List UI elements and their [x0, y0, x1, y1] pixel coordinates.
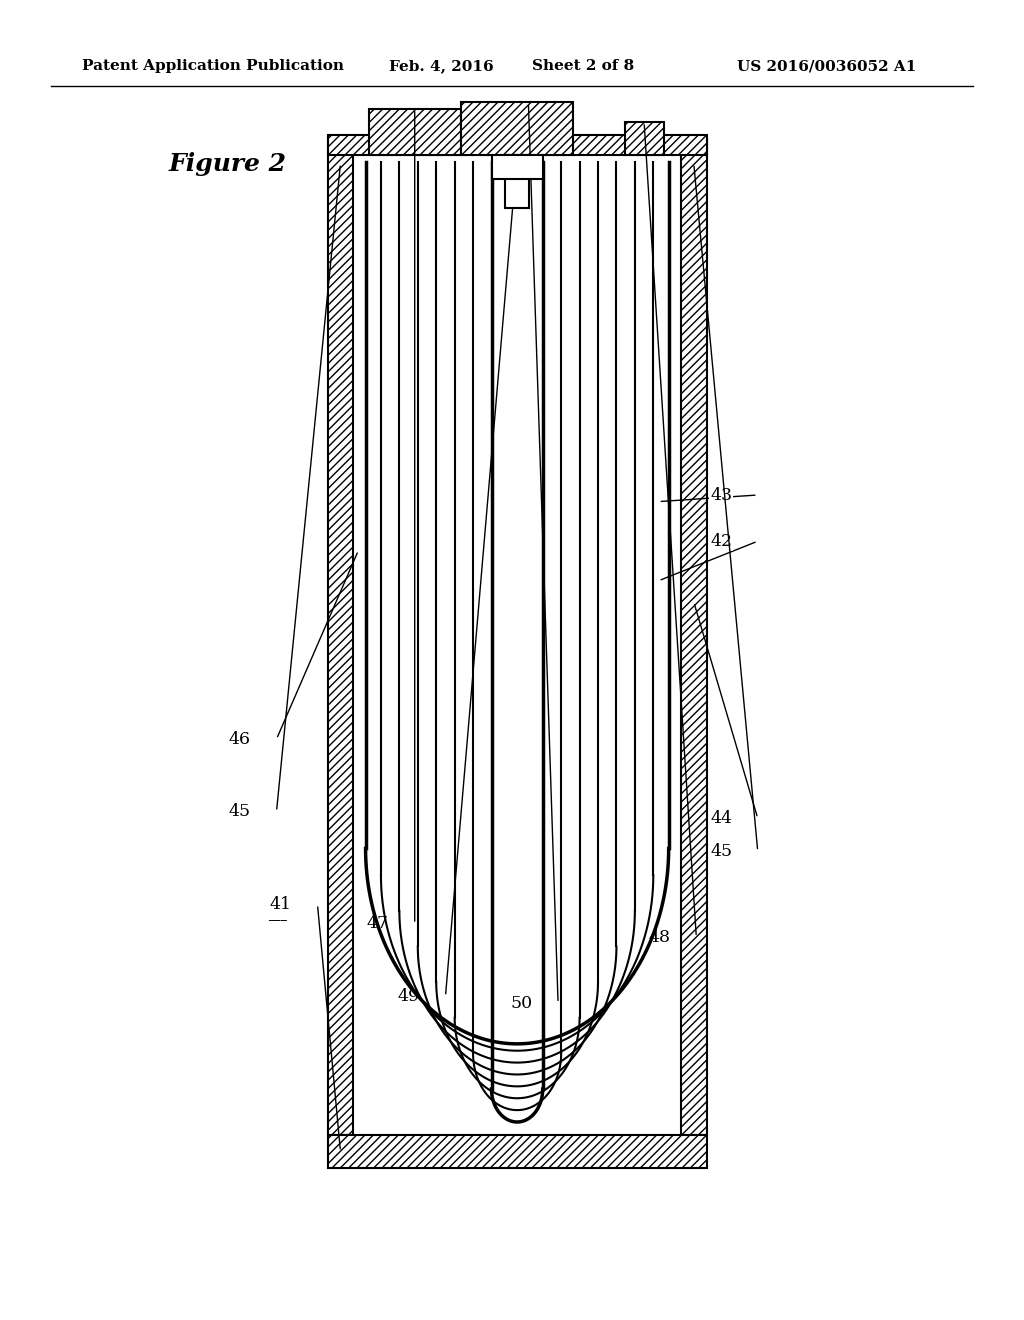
- Bar: [353, 172, 681, 1135]
- Text: 46: 46: [229, 731, 251, 747]
- Bar: [492, 154, 543, 178]
- Text: 42: 42: [710, 533, 732, 549]
- Bar: [328, 1135, 707, 1168]
- Bar: [505, 154, 529, 207]
- Text: 50: 50: [510, 995, 532, 1011]
- Text: US 2016/0036052 A1: US 2016/0036052 A1: [737, 59, 916, 74]
- Text: Patent Application Publication: Patent Application Publication: [82, 59, 344, 74]
- Bar: [328, 135, 707, 154]
- Text: 45: 45: [228, 804, 251, 820]
- Bar: [369, 108, 461, 154]
- Text: 41: 41: [270, 896, 292, 912]
- Bar: [461, 103, 573, 154]
- Text: 49: 49: [397, 989, 420, 1005]
- Text: 43: 43: [710, 487, 732, 503]
- Text: 45: 45: [710, 843, 732, 859]
- Bar: [625, 121, 664, 154]
- Text: 44: 44: [711, 810, 732, 826]
- Text: Figure 2: Figure 2: [169, 152, 287, 176]
- Bar: [328, 139, 353, 1135]
- Text: 47: 47: [367, 916, 389, 932]
- Text: Sheet 2 of 8: Sheet 2 of 8: [532, 59, 635, 74]
- Text: ___: ___: [268, 908, 287, 921]
- Text: 48: 48: [649, 929, 671, 945]
- Text: Feb. 4, 2016: Feb. 4, 2016: [389, 59, 494, 74]
- Bar: [681, 139, 707, 1135]
